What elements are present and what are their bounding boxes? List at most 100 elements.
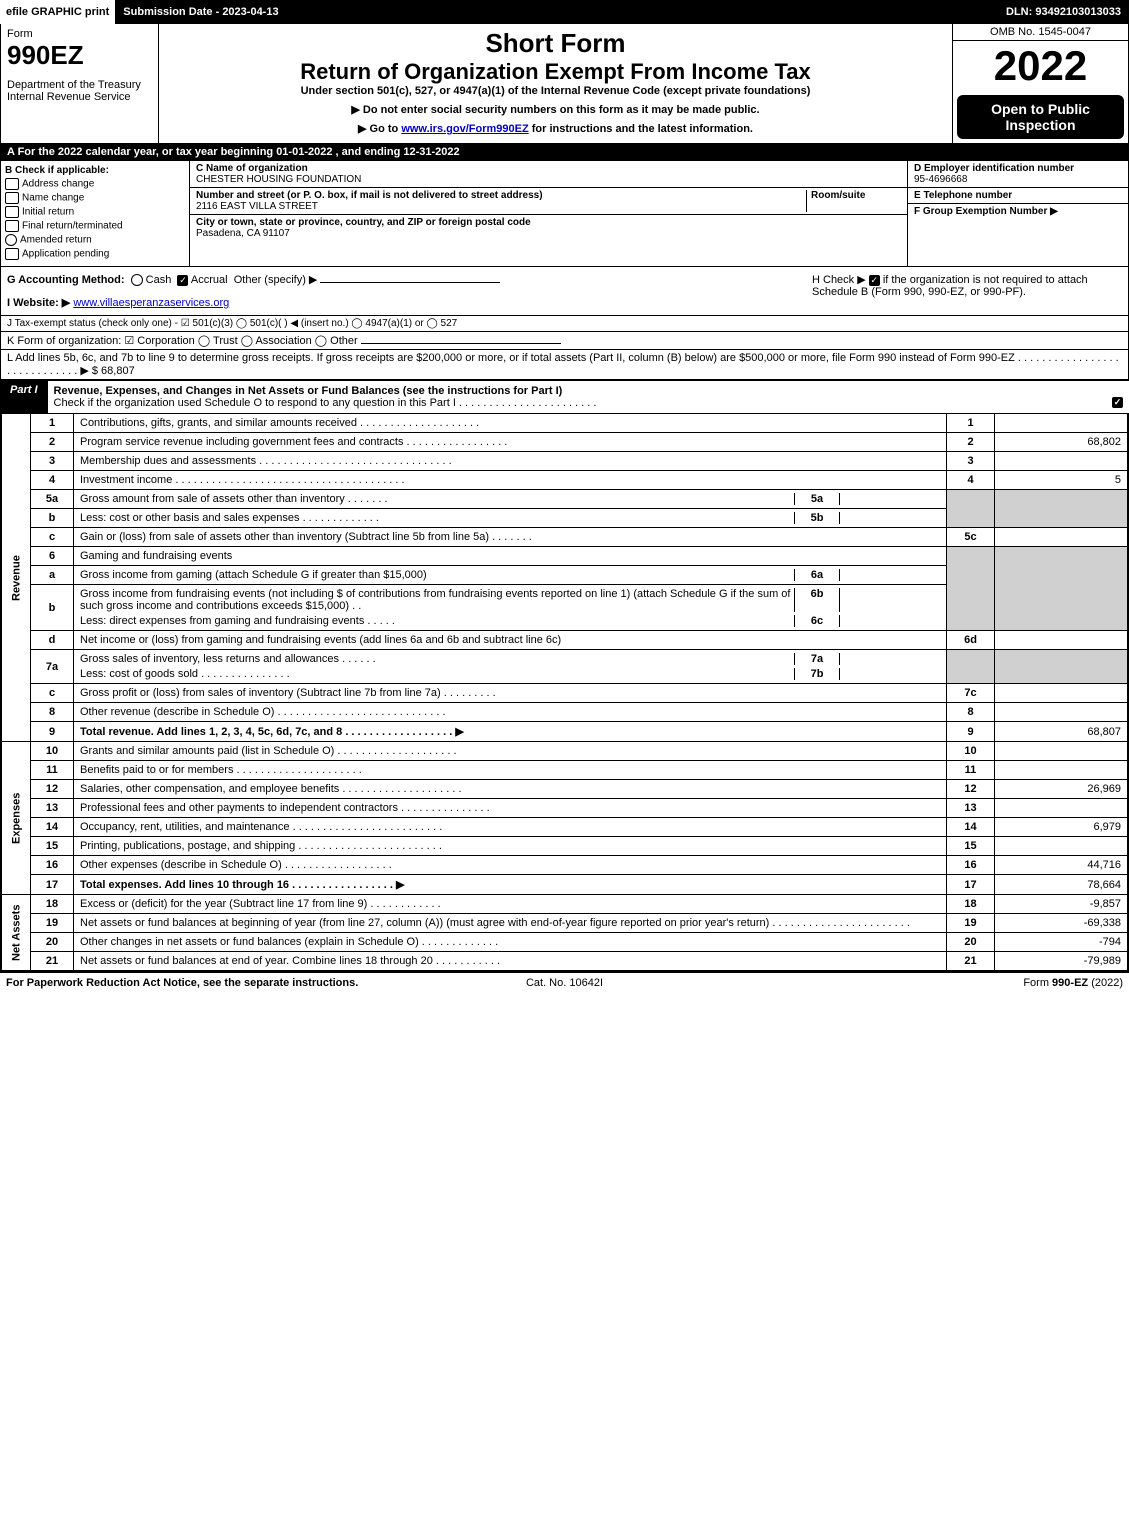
line-text: Benefits paid to or for members . . . . … [74,761,947,780]
section-j: J Tax-exempt status (check only one) - ☑… [0,316,1129,332]
section-gh: G Accounting Method: Cash ✓ Accrual Othe… [0,267,1129,316]
open-public-badge: Open to Public Inspection [957,95,1124,139]
line-ref: 12 [947,780,995,799]
section-l-amount: 68,807 [101,365,135,377]
line-ref: 4 [947,471,995,490]
part-i-header: Part I Revenue, Expenses, and Changes in… [0,380,1129,413]
website-lbl: I Website: ▶ [7,297,70,309]
footer-right: Form 990-EZ (2022) [751,977,1123,989]
street-cell: Number and street (or P. O. box, if mail… [190,188,907,215]
line-num: 2 [31,433,74,452]
return-title: Return of Organization Exempt From Incom… [163,59,948,85]
line-num: 3 [31,452,74,471]
accrual-lbl: Accrual [191,274,228,286]
line-6b-val [840,588,940,612]
part-i-check-icon[interactable]: ✓ [1112,397,1123,408]
line-6b-text: Gross income from fundraising events (no… [80,588,794,612]
line-num: d [31,631,74,650]
line-text: Excess or (deficit) for the year (Subtra… [74,895,947,914]
topbar-spacer [287,0,1000,24]
line-amt: 26,969 [995,780,1128,799]
line-5b-text: Less: cost or other basis and sales expe… [80,512,794,524]
line-7a-val [840,653,940,665]
line-text: Gross amount from sale of assets other t… [74,490,947,509]
line-amt [995,761,1128,780]
line-ref: 3 [947,452,995,471]
line-6c-val [840,615,940,627]
footer-left: For Paperwork Reduction Act Notice, see … [6,977,378,989]
form-word: Form [7,28,33,40]
city-lbl: City or town, state or province, country… [196,217,531,228]
line-num: 7a [31,650,74,684]
other-lbl: Other (specify) ▶ [234,274,318,286]
check-application-pending[interactable]: Application pending [5,248,185,260]
line-ref: 21 [947,952,995,971]
section-l: L Add lines 5b, 6c, and 7b to line 9 to … [0,350,1129,380]
line-ref: 16 [947,856,995,875]
check-address-change[interactable]: Address change [5,178,185,190]
check-amended-return[interactable]: Amended return [5,234,185,246]
line-amt [995,799,1128,818]
line-num: 10 [31,742,74,761]
check-name-change[interactable]: Name change [5,192,185,204]
ein-val: 95-4696668 [914,174,967,185]
accrual-check-icon[interactable]: ✓ [177,275,188,286]
line-amt: 68,802 [995,433,1128,452]
part-i-desc: Revenue, Expenses, and Changes in Net As… [48,380,1129,413]
check-final-return[interactable]: Final return/terminated [5,220,185,232]
section-k-text: K Form of organization: ☑ Corporation ◯ … [7,335,358,347]
line-text: Gross sales of inventory, less returns a… [74,650,947,684]
line-text: Professional fees and other payments to … [74,799,947,818]
line-num: 13 [31,799,74,818]
check-initial-return[interactable]: Initial return [5,206,185,218]
schedule-b-check-icon[interactable]: ✓ [869,275,880,286]
line-ref: 14 [947,818,995,837]
line-num: 9 [31,722,74,742]
other-specify-line[interactable] [320,282,500,283]
lines-table-wrap: Revenue 1 Contributions, gifts, grants, … [0,413,1129,972]
street-val: 2116 EAST VILLA STREET [196,201,318,212]
line-num: 1 [31,414,74,433]
form-header: Form 990EZ Department of the Treasury In… [0,24,1129,144]
cash-radio[interactable] [131,274,143,286]
shade-cell [947,650,995,684]
side-label-revenue: Revenue [2,414,31,742]
line-6c-sub: 6c [794,615,840,627]
irs-link[interactable]: www.irs.gov/Form990EZ [401,123,528,135]
phone-cell: E Telephone number [908,188,1128,204]
section-l-text: L Add lines 5b, 6c, and 7b to line 9 to … [7,352,1119,377]
line-text: Salaries, other compensation, and employ… [74,780,947,799]
line-ref: 9 [947,722,995,742]
line-ref: 7c [947,684,995,703]
line-text: Net assets or fund balances at end of ye… [74,952,947,971]
line-6c-text: Less: direct expenses from gaming and fu… [80,615,794,627]
form-header-left: Form 990EZ Department of the Treasury In… [1,24,159,143]
line-5b-sub: 5b [794,512,840,524]
line-5a-val [840,493,940,505]
line-amt: 68,807 [995,722,1128,742]
line-ref: 20 [947,933,995,952]
form-number: 990EZ [7,40,84,70]
ein-cell: D Employer identification number 95-4696… [908,161,1128,188]
line-ref: 18 [947,895,995,914]
other-org-line[interactable] [361,343,561,344]
section-g: G Accounting Method: Cash ✓ Accrual Othe… [1,267,806,315]
line-num: b [31,585,74,631]
line-num: 8 [31,703,74,722]
section-h: H Check ▶ ✓ if the organization is not r… [806,267,1128,315]
instr2: ▶ Go to www.irs.gov/Form990EZ for instru… [163,122,948,135]
dln-label: DLN: 93492103013033 [1000,0,1129,24]
line-7a-text: Gross sales of inventory, less returns a… [80,653,794,665]
part-i-check-text: Check if the organization used Schedule … [54,397,597,409]
line-num: 20 [31,933,74,952]
shade-cell [947,547,995,631]
website-link[interactable]: www.villaesperanzaservices.org [73,297,229,309]
shade-cell [995,650,1128,684]
line-amt [995,703,1128,722]
line-text: Total expenses. Add lines 10 through 16 … [74,875,947,895]
line-text: Other expenses (describe in Schedule O) … [74,856,947,875]
line-5a-sub: 5a [794,493,840,505]
line-amt [995,742,1128,761]
section-b-heading: B Check if applicable: [5,165,185,176]
line-amt: 44,716 [995,856,1128,875]
